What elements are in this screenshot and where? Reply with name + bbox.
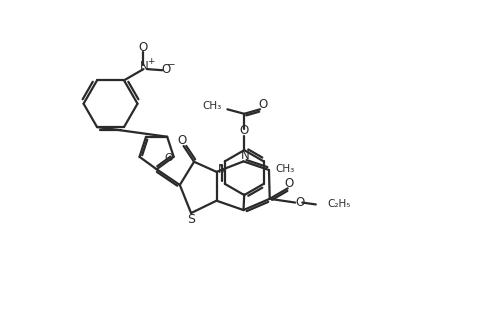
Text: N: N	[140, 60, 149, 73]
Text: O: O	[164, 153, 173, 163]
Text: CH₃: CH₃	[203, 101, 222, 111]
Text: −: −	[167, 60, 176, 70]
Text: N: N	[217, 163, 226, 176]
Text: S: S	[187, 213, 195, 226]
Text: C₂H₅: C₂H₅	[327, 199, 351, 210]
Text: O: O	[295, 197, 304, 210]
Text: O: O	[162, 63, 171, 76]
Text: O: O	[139, 41, 148, 54]
Text: CH₃: CH₃	[275, 164, 295, 174]
Text: O: O	[259, 98, 268, 111]
Text: O: O	[177, 134, 187, 147]
Text: +: +	[147, 57, 155, 66]
Text: N: N	[241, 149, 250, 162]
Text: O: O	[240, 124, 249, 137]
Text: O: O	[284, 177, 294, 190]
